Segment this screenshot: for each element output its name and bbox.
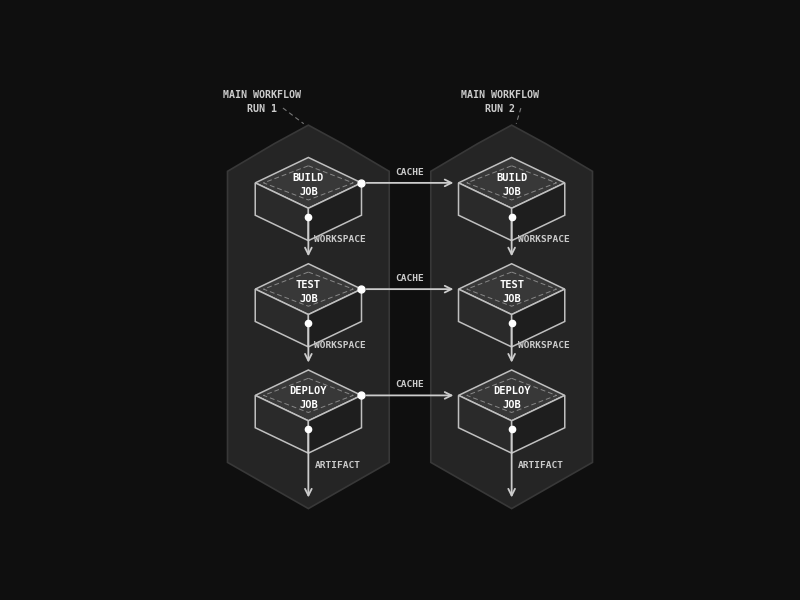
Polygon shape: [255, 183, 308, 241]
Text: TEST
JOB: TEST JOB: [499, 280, 524, 304]
Polygon shape: [430, 125, 593, 509]
Polygon shape: [458, 183, 512, 241]
Polygon shape: [512, 289, 565, 347]
Text: DEPLOY
JOB: DEPLOY JOB: [290, 386, 327, 410]
Polygon shape: [308, 289, 362, 347]
Text: WORKSPACE: WORKSPACE: [518, 235, 570, 244]
Polygon shape: [227, 125, 390, 509]
Text: CACHE: CACHE: [396, 274, 424, 283]
Polygon shape: [458, 370, 565, 421]
Polygon shape: [512, 183, 565, 241]
Text: CACHE: CACHE: [396, 380, 424, 389]
Polygon shape: [308, 183, 362, 241]
Text: TEST
JOB: TEST JOB: [296, 280, 321, 304]
Text: CACHE: CACHE: [396, 168, 424, 177]
Text: MAIN WORKFLOW
RUN 1: MAIN WORKFLOW RUN 1: [223, 89, 301, 115]
Polygon shape: [458, 264, 565, 314]
Text: ARTIFACT: ARTIFACT: [518, 461, 564, 470]
Text: MAIN WORKFLOW
RUN 2: MAIN WORKFLOW RUN 2: [461, 89, 539, 115]
Polygon shape: [255, 289, 308, 347]
Text: BUILD
JOB: BUILD JOB: [496, 173, 527, 197]
Polygon shape: [458, 395, 512, 453]
Polygon shape: [255, 395, 308, 453]
Polygon shape: [255, 264, 362, 314]
Text: DEPLOY
JOB: DEPLOY JOB: [493, 386, 530, 410]
Polygon shape: [255, 370, 362, 421]
Polygon shape: [512, 395, 565, 453]
Polygon shape: [308, 395, 362, 453]
Text: WORKSPACE: WORKSPACE: [314, 341, 366, 350]
Polygon shape: [255, 157, 362, 208]
Text: WORKSPACE: WORKSPACE: [314, 235, 366, 244]
Polygon shape: [458, 289, 512, 347]
Text: WORKSPACE: WORKSPACE: [518, 341, 570, 350]
Text: ARTIFACT: ARTIFACT: [314, 461, 360, 470]
Text: BUILD
JOB: BUILD JOB: [293, 173, 324, 197]
Polygon shape: [458, 157, 565, 208]
